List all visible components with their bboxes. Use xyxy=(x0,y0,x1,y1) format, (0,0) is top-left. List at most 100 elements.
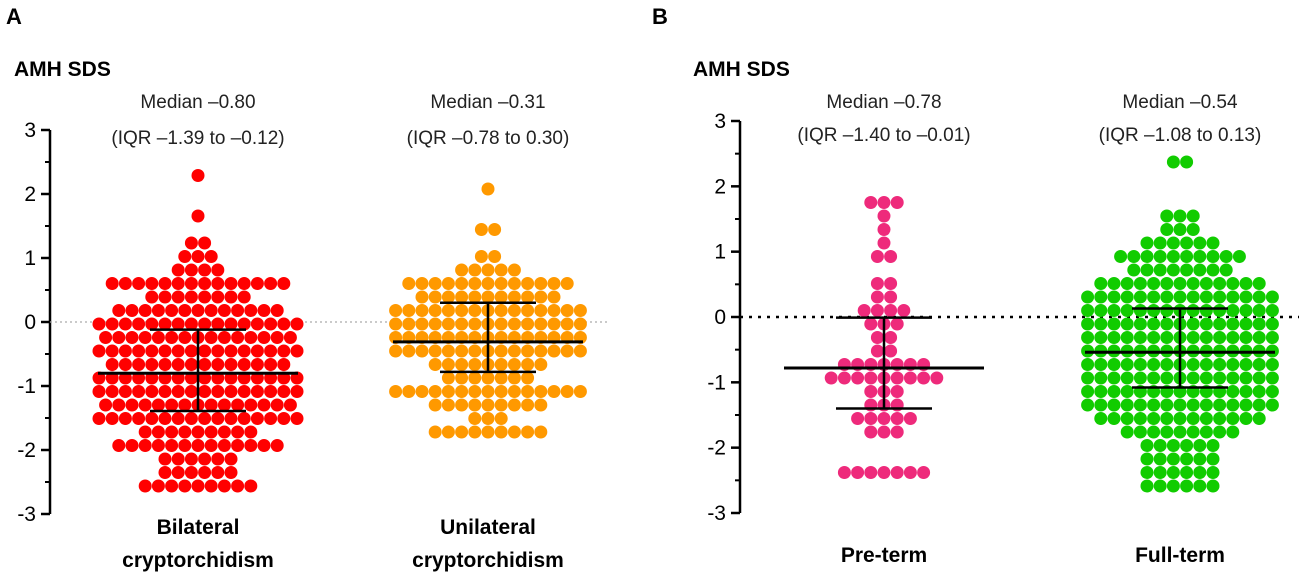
data-point xyxy=(1133,277,1147,290)
data-point xyxy=(1252,304,1266,317)
median-label: Median –0.31 xyxy=(430,92,545,113)
data-point xyxy=(158,358,172,371)
data-point xyxy=(1140,250,1154,263)
data-point xyxy=(191,439,205,452)
data-point xyxy=(132,358,146,371)
data-point xyxy=(1081,385,1095,398)
data-point xyxy=(481,398,495,412)
data-point xyxy=(237,385,251,398)
data-point xyxy=(1193,263,1207,277)
data-point xyxy=(151,331,165,344)
data-point xyxy=(494,358,508,371)
data-point xyxy=(1265,398,1279,412)
data-point xyxy=(1239,358,1253,371)
data-point xyxy=(851,466,865,479)
data-point xyxy=(224,412,238,425)
data-point xyxy=(1147,398,1161,412)
data-point xyxy=(468,398,482,412)
data-point xyxy=(118,412,132,425)
data-point xyxy=(224,317,238,331)
data-point xyxy=(415,344,429,358)
data-point xyxy=(455,317,469,331)
data-point xyxy=(1107,412,1121,425)
iqr-label: (IQR –1.40 to –0.01) xyxy=(797,125,970,146)
data-point xyxy=(158,277,172,290)
group-unilateral-cryptorchidism: Median –0.31 (IQR –0.78 to 0.30) Unilatera… xyxy=(389,92,587,572)
data-point xyxy=(389,317,403,331)
data-point xyxy=(877,209,891,223)
data-point xyxy=(1160,209,1174,223)
data-point xyxy=(428,317,442,331)
data-point xyxy=(389,344,403,358)
data-point xyxy=(877,412,891,425)
data-point xyxy=(870,344,884,358)
data-point xyxy=(534,425,548,439)
data-point xyxy=(1186,277,1200,290)
data-point xyxy=(132,344,146,358)
data-point xyxy=(132,371,146,385)
data-point xyxy=(1239,371,1253,385)
data-point xyxy=(1180,236,1194,250)
data-point xyxy=(521,371,535,385)
data-point xyxy=(1107,290,1121,304)
data-point xyxy=(1239,304,1253,317)
data-point xyxy=(171,290,185,304)
data-point xyxy=(250,371,264,385)
data-point xyxy=(1120,277,1134,290)
data-point xyxy=(1252,358,1266,371)
data-point xyxy=(1173,425,1187,439)
group-bilateral-cryptorchidism: Median –0.80 (IQR –1.39 to –0.12) Bilatera… xyxy=(92,92,304,572)
data-point xyxy=(290,344,304,358)
data-point xyxy=(105,385,119,398)
data-point xyxy=(171,466,185,479)
group-full-term: Median –0.54 (IQR –1.08 to 0.13) Full-term xyxy=(1081,92,1279,567)
data-point xyxy=(125,331,139,344)
data-point xyxy=(171,263,185,277)
data-point xyxy=(1081,371,1095,385)
data-point xyxy=(1199,398,1213,412)
y-tick-label: -2 xyxy=(17,439,36,462)
data-point xyxy=(92,344,106,358)
data-point xyxy=(237,344,251,358)
data-point xyxy=(534,358,548,371)
data-point xyxy=(1252,412,1266,425)
data-point xyxy=(402,304,416,317)
data-point xyxy=(1160,425,1174,439)
data-point xyxy=(1206,439,1220,452)
data-point xyxy=(1199,358,1213,371)
data-point xyxy=(890,371,904,385)
data-point xyxy=(560,385,574,398)
data-point xyxy=(1107,317,1121,331)
data-point xyxy=(534,317,548,331)
data-point xyxy=(99,398,113,412)
data-point xyxy=(837,466,851,479)
data-point xyxy=(428,425,442,439)
data-point xyxy=(224,385,238,398)
iqr-label: (IQR –1.08 to 0.13) xyxy=(1099,125,1262,146)
data-point xyxy=(884,250,898,263)
data-point xyxy=(1081,358,1095,371)
data-points xyxy=(389,182,587,439)
data-point xyxy=(138,439,152,452)
data-point xyxy=(217,439,231,452)
data-point xyxy=(184,371,198,385)
data-point xyxy=(468,412,482,425)
data-point xyxy=(441,317,455,331)
data-point xyxy=(92,412,106,425)
data-point xyxy=(191,209,205,223)
data-point xyxy=(890,466,904,479)
data-point xyxy=(211,466,225,479)
category-label: cryptorchidism xyxy=(122,549,274,572)
data-point xyxy=(244,304,258,317)
panel-letter: A xyxy=(6,4,22,29)
data-point xyxy=(211,358,225,371)
data-point xyxy=(1153,263,1167,277)
data-point xyxy=(455,344,469,358)
data-point xyxy=(1206,479,1220,493)
data-point xyxy=(270,304,284,317)
data-point xyxy=(198,385,212,398)
data-point xyxy=(112,331,126,344)
data-point xyxy=(264,412,278,425)
data-point xyxy=(1166,263,1180,277)
median-label: Median –0.78 xyxy=(826,92,941,113)
